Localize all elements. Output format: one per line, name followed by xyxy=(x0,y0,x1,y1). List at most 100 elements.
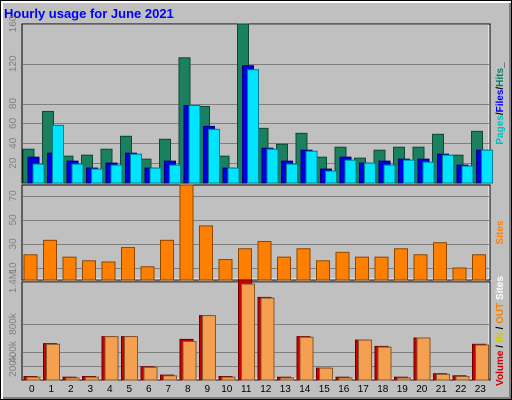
series-label-part: Sites xyxy=(495,220,506,244)
y-tick-label: 20 xyxy=(8,157,19,169)
hits-bar xyxy=(422,161,435,184)
sites-bar xyxy=(335,251,350,281)
x-tick-label: 9 xyxy=(204,384,210,395)
hits-bar xyxy=(208,128,220,184)
panel-volume xyxy=(21,281,491,381)
hits-bar xyxy=(52,124,64,184)
sites-bar xyxy=(43,239,57,281)
series-label-part: OUT xyxy=(495,303,506,324)
hits-bar xyxy=(247,69,259,184)
volume-bar xyxy=(319,367,333,381)
hits-bar xyxy=(442,154,454,184)
volume-bar xyxy=(338,377,353,381)
hits-bar xyxy=(188,104,201,184)
y-tick-label: 30 xyxy=(8,238,19,250)
hits-bar xyxy=(266,148,279,184)
volume-bar xyxy=(260,297,275,381)
panel-sites xyxy=(21,184,491,281)
volume-bar xyxy=(377,346,392,381)
y-tick-label: 800k xyxy=(8,312,19,335)
y-tick-label: 1.4M xyxy=(8,271,19,293)
sites-bar xyxy=(296,248,311,281)
volume-bar xyxy=(143,366,158,381)
sites-bar xyxy=(82,260,96,281)
sites-bar xyxy=(62,256,77,281)
x-tick-label: 19 xyxy=(397,384,409,395)
hits-bar xyxy=(364,162,376,184)
volume-bar xyxy=(299,336,314,381)
y-tick-label: 200k xyxy=(8,354,19,377)
hits-bar xyxy=(383,164,396,184)
sites-bar xyxy=(160,239,174,281)
series-label-part: Sites xyxy=(495,276,506,303)
series-label-part: / xyxy=(495,342,506,350)
chart-title: Hourly usage for June 2021 xyxy=(4,6,174,21)
volume-bar xyxy=(436,373,450,381)
series-label-part: Pages xyxy=(495,115,506,145)
x-tick-label: 7 xyxy=(165,384,171,395)
x-tick-label: 6 xyxy=(146,384,152,395)
volume-bar xyxy=(26,376,41,381)
volume-bar xyxy=(280,377,294,381)
sites-bar xyxy=(433,242,447,281)
volume-bar xyxy=(124,336,138,381)
y-tick-label: 40 xyxy=(8,137,19,149)
x-tick-label: 11 xyxy=(241,384,252,395)
hits-bar xyxy=(32,163,45,184)
hits-bar xyxy=(403,159,415,184)
volume-bar xyxy=(202,315,216,381)
volume-bar xyxy=(182,341,197,381)
volume-bar xyxy=(85,376,99,381)
series-label-part: _ xyxy=(495,62,506,69)
series-label-part: IN xyxy=(495,332,506,342)
y-tick-label: 160 xyxy=(8,15,19,32)
hits-bar xyxy=(344,159,357,184)
x-tick-label: 20 xyxy=(416,384,428,395)
y-tick-label: 80 xyxy=(8,98,19,110)
sites-bar xyxy=(179,184,194,281)
x-tick-label: 3 xyxy=(87,384,93,395)
sites-bar xyxy=(140,266,155,281)
sites-bar xyxy=(199,225,213,281)
volume-bar xyxy=(163,375,177,381)
y-tick-label: 120 xyxy=(8,55,19,72)
x-tick-label: 4 xyxy=(107,384,113,395)
x-tick-label: 2 xyxy=(68,384,74,395)
sites-bar xyxy=(121,247,135,281)
x-tick-label: 13 xyxy=(280,384,292,395)
sites-bar xyxy=(277,256,291,281)
series-label-part: Volume xyxy=(495,350,506,386)
sites-bar xyxy=(316,260,330,281)
x-tick-label: 5 xyxy=(126,384,132,395)
y-tick-label: 10 xyxy=(8,262,19,274)
x-tick-label: 10 xyxy=(221,384,233,395)
hits-bar xyxy=(305,150,318,184)
series-label-part: / xyxy=(495,87,506,90)
volume-bar xyxy=(455,376,470,381)
x-tick-label: 22 xyxy=(455,384,467,395)
x-tick-label: 8 xyxy=(185,384,191,395)
volume-bar xyxy=(397,377,411,381)
y-tick-label: 70 xyxy=(8,190,19,202)
hits-bar xyxy=(91,168,103,184)
x-tick-label: 1 xyxy=(48,384,54,395)
hits-bar xyxy=(149,167,162,184)
volume-bar xyxy=(46,343,60,381)
sites-bar xyxy=(257,241,272,281)
x-tick-label: 15 xyxy=(319,384,331,395)
y-tick-label: 50 xyxy=(8,214,19,226)
hits-bar xyxy=(286,163,298,184)
sites-bar xyxy=(238,248,252,281)
x-tick-label: 16 xyxy=(338,384,350,395)
sites-bar xyxy=(452,267,467,281)
x-tick-label: 0 xyxy=(29,384,35,395)
volume-bar xyxy=(241,283,255,381)
hits-bar xyxy=(461,165,474,184)
volume-bar xyxy=(416,337,431,381)
sites-bar xyxy=(394,248,408,281)
sites-bar xyxy=(23,254,38,281)
hits-bar xyxy=(481,149,493,184)
volume-bar xyxy=(358,339,372,381)
x-tick-label: 23 xyxy=(475,384,487,395)
